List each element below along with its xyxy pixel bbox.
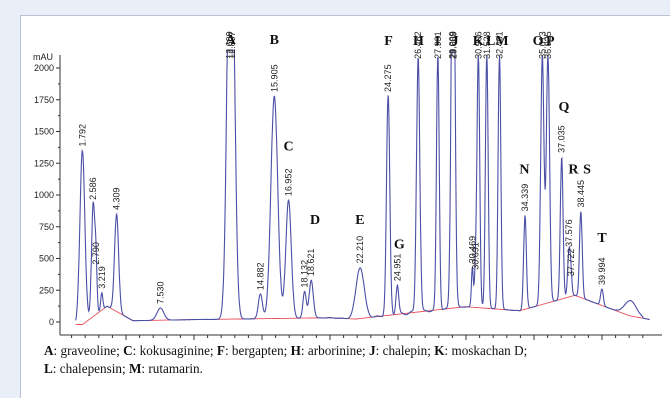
y-tick-label: 1250: [34, 158, 54, 168]
y-tick-label: 750: [39, 222, 54, 232]
peak-retention-label: 7.530: [155, 281, 165, 304]
peak-retention-label: 14.882: [255, 263, 265, 291]
y-tick-label: 0: [49, 317, 54, 327]
peak-letter-label: R: [568, 162, 579, 177]
peak-retention-label: 39.994: [597, 257, 607, 285]
y-axis-unit: mAU: [33, 52, 53, 62]
peak-retention-label: 27.931: [433, 31, 443, 59]
y-tick-label: 1750: [34, 95, 54, 105]
peak-retention-label: 2.586: [88, 177, 98, 200]
figure-frame: [20, 15, 670, 398]
peak-retention-label: 26.482: [413, 31, 423, 59]
caption-compound-text: : bergapten;: [224, 343, 291, 358]
caption-compound-text: : graveoline;: [53, 343, 124, 358]
caption-compound-key: H: [290, 343, 301, 358]
chromatogram-chart: mAU0250500750100012501500175020005101520…: [33, 31, 662, 340]
peak-letter-label: B: [270, 33, 279, 48]
y-tick-label: 1000: [34, 190, 54, 200]
caption-line-1: A: graveoline; C: kokusaginine; F: berga…: [44, 342, 664, 360]
peak-letter-label: J: [452, 34, 459, 49]
peak-letter-label: K: [473, 34, 484, 49]
peak-letter-label: H: [413, 34, 424, 49]
peak-retention-label: 32.461: [494, 31, 504, 59]
peak-retention-label: 22.210: [355, 236, 365, 264]
caption-compound-key: A: [44, 343, 54, 358]
peak-letter-label: F: [384, 34, 393, 49]
peak-letter-label: T: [597, 231, 607, 246]
peak-retention-label: 16.952: [284, 169, 294, 197]
caption-compound-key: J: [369, 343, 376, 358]
peak-retention-label: 34.339: [520, 184, 530, 212]
peak-retention-label: 38.445: [576, 180, 586, 208]
peak-retention-label: 2.790: [91, 242, 101, 265]
peak-retention-label: 36.025: [543, 31, 553, 59]
caption-line-2: L: chalepensin; M: rutamarin.: [44, 360, 664, 378]
caption-compound-key: M: [128, 361, 142, 376]
peak-letter-label: Q: [558, 100, 569, 115]
peak-letter-label: A: [226, 33, 237, 48]
peak-letter-label: LM: [486, 34, 509, 49]
caption-compound-key: K: [434, 343, 445, 358]
peak-retention-label: 24.275: [383, 64, 393, 92]
caption-compound-text: : chalepensin;: [52, 361, 129, 376]
caption-compound-text: : arborinine;: [300, 343, 370, 358]
peak-letter-label: E: [355, 213, 364, 228]
peak-retention-label: 18.621: [306, 249, 316, 277]
y-tick-label: 250: [39, 285, 54, 295]
caption-compound-text: : kokusaginine;: [132, 343, 217, 358]
caption-compound-text: : moskachan D;: [444, 343, 528, 358]
caption-compound-text: : rutamarin.: [141, 361, 203, 376]
caption-compound-text: : chalepin;: [375, 343, 435, 358]
peak-retention-label: 30.906: [473, 31, 483, 59]
peak-retention-label: 29.089: [449, 31, 459, 59]
peak-letter-label: G: [394, 237, 405, 252]
y-tick-label: 2000: [34, 63, 54, 73]
peak-retention-label: 30.469: [467, 236, 477, 264]
peak-retention-label: 35.613: [537, 31, 547, 59]
figure-caption: A: graveoline; C: kokusaginine; F: berga…: [44, 342, 664, 378]
peak-letter-label: I: [435, 34, 440, 49]
y-tick-label: 500: [39, 254, 54, 264]
peak-letter-label: O: [533, 34, 544, 49]
peak-retention-label: 1.792: [77, 124, 87, 147]
peak-retention-label: 15.905: [269, 64, 279, 92]
caption-compound-key: L: [44, 361, 53, 376]
peak-letter-label: C: [283, 140, 293, 155]
peak-retention-label: 12.807: [227, 31, 237, 59]
peak-letter-label: D: [310, 213, 320, 228]
caption-compound-key: F: [216, 343, 225, 358]
peak-retention-label: 12.609: [224, 31, 234, 59]
peak-retention-label: 31.528: [482, 31, 492, 59]
peak-retention-label: 37.722: [566, 249, 576, 277]
peak-letter-label: S: [583, 162, 591, 177]
chromatogram-trace: [75, 49, 650, 322]
peak-retention-label: 18.132: [300, 260, 310, 288]
peak-retention-label: 29.009: [448, 31, 458, 59]
peak-retention-label: 37.035: [557, 125, 567, 153]
peak-letter-label: P: [546, 34, 555, 49]
y-tick-label: 1500: [34, 127, 54, 137]
caption-compound-key: C: [123, 343, 133, 358]
peak-retention-label: 24.951: [392, 254, 402, 282]
peak-retention-label: 37.576: [564, 219, 574, 247]
peak-retention-label: 30.691: [470, 242, 480, 270]
peak-retention-label: 3.219: [97, 266, 107, 289]
peak-retention-label: 4.309: [112, 188, 122, 211]
peak-letter-label: N: [519, 162, 529, 177]
